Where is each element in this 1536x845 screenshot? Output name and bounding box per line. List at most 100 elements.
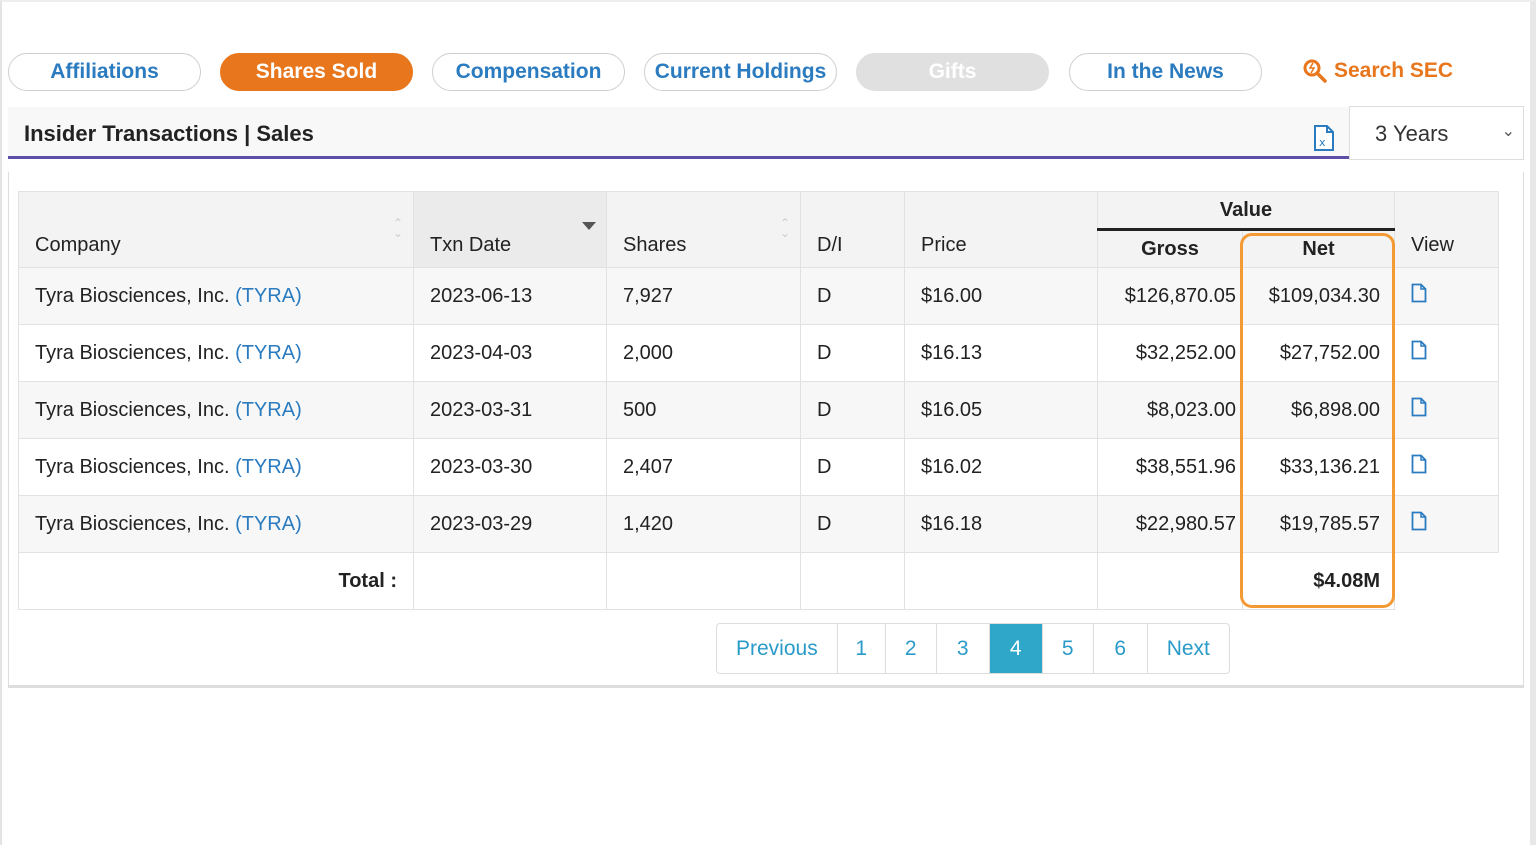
column-header-di: D/I: [800, 191, 905, 268]
tab-affiliations[interactable]: Affiliations: [8, 53, 201, 91]
tab-shares-sold[interactable]: Shares Sold: [220, 53, 413, 91]
chevron-down-icon: ⌄: [1501, 123, 1515, 140]
price-cell: $16.18: [904, 495, 1098, 553]
total-label: Total :: [18, 552, 414, 610]
ticker-link[interactable]: (TYRA): [235, 284, 302, 307]
shares-cell: 500: [606, 381, 801, 439]
net-cell: $27,752.00: [1242, 324, 1395, 382]
table-row: Tyra Biosciences, Inc. (TYRA) 2023-06-13 7…: [18, 267, 1499, 325]
period-select[interactable]: 3 Years ⌄: [1349, 106, 1524, 160]
document-icon[interactable]: [1411, 340, 1427, 360]
section-title: Insider Transactions | Sales: [24, 121, 314, 146]
empty-cell: [413, 552, 607, 610]
net-cell: $109,034.30: [1242, 267, 1395, 325]
price-cell: $16.13: [904, 324, 1098, 382]
document-icon[interactable]: [1411, 454, 1427, 474]
gross-cell: $32,252.00: [1097, 324, 1243, 382]
pagination: Previous 1 2 3 4 5 6 Next: [716, 623, 1230, 674]
gross-cell: $8,023.00: [1097, 381, 1243, 439]
column-label: Shares: [623, 234, 687, 256]
total-row: Total : $4.08M: [18, 552, 1499, 610]
date-cell: 2023-03-31: [413, 381, 607, 439]
ticker-link[interactable]: (TYRA): [235, 341, 302, 364]
company-cell: Tyra Biosciences, Inc. (TYRA): [18, 267, 414, 325]
excel-export-icon[interactable]: x: [1313, 124, 1335, 152]
page-1-button[interactable]: 1: [838, 624, 886, 673]
view-cell: [1394, 438, 1499, 496]
page-6-button[interactable]: 6: [1094, 624, 1148, 673]
document-icon[interactable]: [1411, 511, 1427, 531]
column-header-gross: Gross: [1097, 229, 1243, 268]
view-cell: [1394, 381, 1499, 439]
search-sec-link[interactable]: Search SEC: [1302, 58, 1453, 84]
date-cell: 2023-06-13: [413, 267, 607, 325]
price-cell: $16.00: [904, 267, 1098, 325]
company-name: Tyra Biosciences, Inc.: [35, 284, 230, 307]
company-cell: Tyra Biosciences, Inc. (TYRA): [18, 381, 414, 439]
page-4-button[interactable]: 4: [989, 624, 1043, 673]
table-row: Tyra Biosciences, Inc. (TYRA) 2023-04-03 2…: [18, 324, 1499, 382]
column-header-txn-date[interactable]: Txn Date: [413, 191, 607, 268]
date-cell: 2023-03-30: [413, 438, 607, 496]
column-header-net: Net: [1242, 229, 1395, 268]
gross-cell: $22,980.57: [1097, 495, 1243, 553]
di-cell: D: [800, 438, 905, 496]
column-header-view: View: [1394, 191, 1499, 268]
empty-cell: [904, 552, 1098, 610]
tab-current-holdings[interactable]: Current Holdings: [644, 53, 837, 91]
tab-compensation[interactable]: Compensation: [432, 53, 625, 91]
shares-cell: 2,407: [606, 438, 801, 496]
period-select-value: 3 Years: [1375, 121, 1449, 146]
sort-desc-icon: [582, 222, 596, 230]
table-panel: [8, 172, 1524, 688]
empty-cell: [800, 552, 905, 610]
gross-cell: $38,551.96: [1097, 438, 1243, 496]
date-cell: 2023-03-29: [413, 495, 607, 553]
company-name: Tyra Biosciences, Inc.: [35, 341, 230, 364]
column-header-company[interactable]: Company ⌃ ⌄: [18, 191, 414, 268]
svg-text:x: x: [1319, 136, 1326, 149]
table-row: Tyra Biosciences, Inc. (TYRA) 2023-03-29 1…: [18, 495, 1499, 553]
ticker-link[interactable]: (TYRA): [235, 512, 302, 535]
column-header-price: Price: [904, 191, 1098, 268]
company-cell: Tyra Biosciences, Inc. (TYRA): [18, 495, 414, 553]
empty-cell: [1395, 553, 1499, 610]
column-header-shares[interactable]: Shares ⌃ ⌄: [606, 191, 801, 268]
column-label: Company: [35, 234, 121, 256]
page-3-button[interactable]: 3: [937, 624, 990, 673]
document-icon[interactable]: [1411, 283, 1427, 303]
di-cell: D: [800, 495, 905, 553]
price-cell: $16.05: [904, 381, 1098, 439]
page-5-button[interactable]: 5: [1043, 624, 1094, 673]
total-net: $4.08M: [1242, 552, 1395, 610]
di-cell: D: [800, 324, 905, 382]
sort-icon: ⌃ ⌄: [392, 216, 403, 240]
shares-cell: 1,420: [606, 495, 801, 553]
search-sec-label: Search SEC: [1334, 59, 1454, 82]
shares-cell: 2,000: [606, 324, 801, 382]
section-header: Insider Transactions | Sales x: [8, 107, 1349, 159]
table-row: Tyra Biosciences, Inc. (TYRA) 2023-03-31 5…: [18, 381, 1499, 439]
next-page-button[interactable]: Next: [1166, 636, 1210, 660]
transactions-table: Company ⌃ ⌄ Txn Date Shares ⌃ ⌄ D/I Price Va…: [18, 191, 1499, 610]
column-group-value: Value: [1097, 191, 1395, 231]
shares-cell: 7,927: [606, 267, 801, 325]
document-icon[interactable]: [1411, 397, 1427, 417]
sort-icon: ⌃ ⌄: [779, 216, 790, 240]
view-cell: [1394, 324, 1499, 382]
page-2-button[interactable]: 2: [886, 624, 937, 673]
ticker-link[interactable]: (TYRA): [235, 455, 302, 478]
column-label: Txn Date: [430, 234, 512, 256]
ticker-link[interactable]: (TYRA): [235, 398, 302, 421]
price-cell: $16.02: [904, 438, 1098, 496]
table-row: Tyra Biosciences, Inc. (TYRA) 2023-03-30 2…: [18, 438, 1499, 496]
di-cell: D: [800, 381, 905, 439]
net-cell: $6,898.00: [1242, 381, 1395, 439]
empty-cell: [1097, 552, 1243, 610]
company-cell: Tyra Biosciences, Inc. (TYRA): [18, 438, 414, 496]
previous-page-button[interactable]: Previous: [717, 624, 838, 673]
di-cell: D: [800, 267, 905, 325]
company-name: Tyra Biosciences, Inc.: [35, 512, 230, 535]
tab-in-the-news[interactable]: In the News: [1069, 53, 1262, 91]
